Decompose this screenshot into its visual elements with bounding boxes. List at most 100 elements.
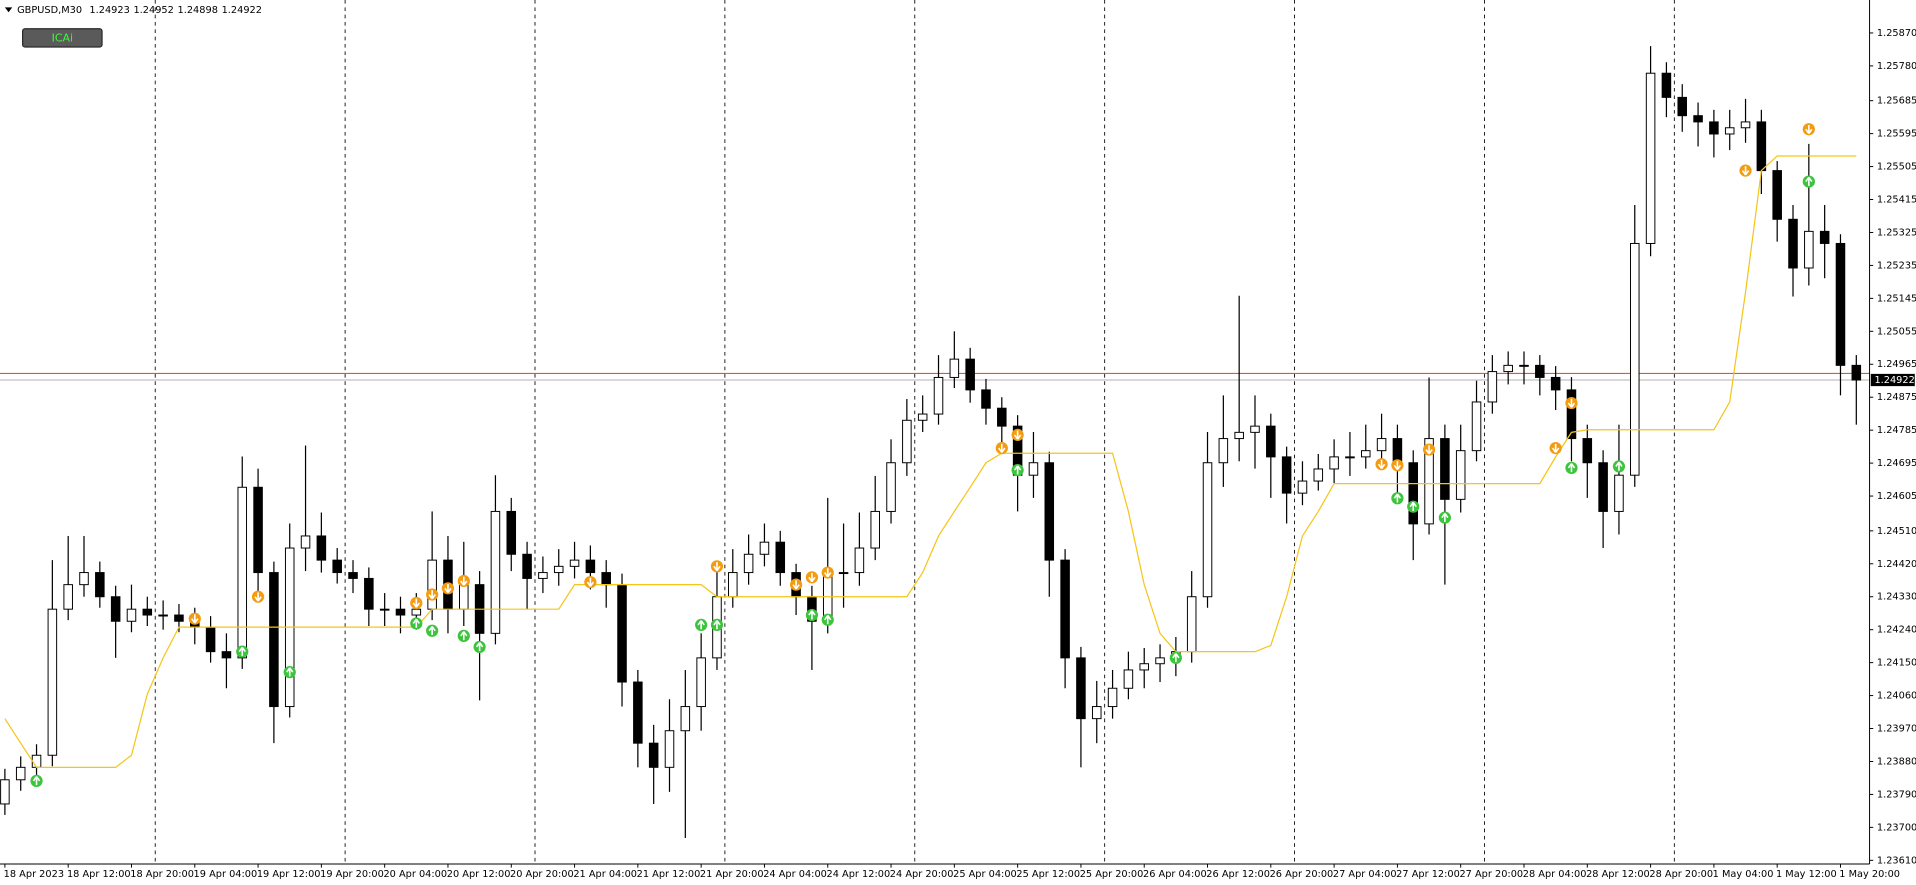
- signal-marker: [1802, 175, 1815, 188]
- icai-button[interactable]: ICAi: [21, 28, 103, 48]
- candle-body: [838, 572, 849, 575]
- candle-body: [1630, 242, 1640, 476]
- signal-arrow: [998, 443, 1006, 453]
- signal-marker: [410, 617, 423, 630]
- candle-body: [1139, 663, 1149, 671]
- candle-body: [1819, 230, 1830, 244]
- signal-arrow: [713, 620, 721, 630]
- signal-marker: [1011, 428, 1024, 442]
- candle-body: [1550, 376, 1561, 391]
- y-tick-label: 1.25235: [1877, 260, 1916, 271]
- signal-arrow: [713, 562, 721, 572]
- signal-marker: [1438, 511, 1451, 524]
- y-tick-label: 1.24150: [1877, 658, 1916, 669]
- signal-marker: [1422, 443, 1436, 456]
- candle-body: [1645, 72, 1656, 244]
- x-tick-label: 1 May 20:00: [1839, 869, 1900, 880]
- candle-body: [1614, 474, 1624, 512]
- signal-arrow: [238, 646, 246, 656]
- candle-body: [886, 462, 896, 512]
- signal-arrow: [460, 576, 468, 586]
- candle-body: [1519, 364, 1529, 367]
- y-tick-label: 1.23970: [1877, 724, 1916, 735]
- signal-arrow: [824, 568, 832, 578]
- x-tick-label: 27 Apr 04:00: [1333, 869, 1397, 880]
- signal-arrow: [286, 667, 294, 677]
- header-price: 1.24952: [133, 5, 173, 16]
- signal-arrow: [1172, 653, 1180, 663]
- candle-body: [348, 572, 358, 579]
- signal-arrow: [824, 615, 832, 625]
- candle-body: [221, 651, 232, 659]
- y-tick-label: 1.25595: [1877, 129, 1916, 140]
- y-tick-label: 1.25325: [1877, 227, 1916, 238]
- y-tick-label: 1.23790: [1877, 789, 1916, 800]
- candle-body: [142, 608, 153, 616]
- candle-body: [15, 766, 26, 781]
- signal-arrow: [460, 631, 468, 641]
- signal-marker: [805, 608, 819, 622]
- signal-arrow: [1409, 501, 1417, 511]
- candle-body: [158, 614, 168, 617]
- signal-marker: [1802, 123, 1815, 136]
- signal-marker: [695, 618, 708, 632]
- candle-body: [95, 572, 105, 598]
- candle-body: [1234, 431, 1244, 440]
- button-label[interactable]: ICAi: [52, 31, 73, 44]
- candle-body: [633, 681, 643, 744]
- candle-body: [1329, 456, 1339, 470]
- x-tick-label: 21 Apr 20:00: [700, 869, 764, 880]
- candle-body: [1582, 438, 1593, 464]
- candle-body: [411, 608, 422, 616]
- y-tick-label: 1.24420: [1877, 559, 1916, 570]
- x-tick-label: 28 Apr 20:00: [1649, 869, 1713, 880]
- candle-body: [300, 535, 311, 549]
- signal-marker: [457, 574, 470, 588]
- x-tick-label: 21 Apr 12:00: [637, 869, 701, 880]
- signal-arrow: [1805, 124, 1813, 134]
- signal-marker: [1169, 651, 1182, 664]
- signal-arrow: [1551, 443, 1560, 453]
- x-tick-label: 1 May 04:00: [1713, 869, 1774, 880]
- candle-body: [1250, 425, 1260, 433]
- candle-body: [1107, 687, 1118, 708]
- signal-arrow: [586, 577, 595, 587]
- candle-body: [1566, 389, 1577, 440]
- candle-body: [1297, 480, 1308, 494]
- candle-body: [1740, 121, 1751, 129]
- candle-body: [1851, 364, 1862, 381]
- candle-body: [1724, 127, 1735, 135]
- candle-body: [1376, 438, 1387, 452]
- signal-marker: [1549, 441, 1562, 455]
- candle-body: [490, 510, 501, 634]
- header-price: 1.24923: [89, 5, 129, 16]
- candle-body: [1693, 115, 1703, 123]
- y-tick-label: 1.23610: [1877, 855, 1916, 866]
- menu-triangle[interactable]: [4, 7, 13, 13]
- candle-body: [1028, 462, 1039, 476]
- signal-marker: [1391, 459, 1404, 472]
- signal-arrow: [428, 590, 436, 600]
- button-background[interactable]: [21, 28, 103, 48]
- candle-body: [395, 608, 406, 616]
- signal-marker: [1565, 461, 1578, 474]
- signal-marker: [283, 666, 296, 679]
- signal-arrow: [191, 614, 199, 624]
- x-tick-label: 25 Apr 20:00: [1080, 869, 1144, 880]
- candle-body: [1440, 438, 1450, 500]
- header-price: 1.24922: [222, 5, 262, 16]
- header-price: 1.24898: [178, 5, 218, 16]
- x-tick-label: 20 Apr 12:00: [447, 869, 511, 880]
- candle-body: [1788, 218, 1798, 269]
- candle-body: [47, 608, 58, 756]
- candle-body: [1392, 438, 1403, 464]
- signal-arrow: [1393, 493, 1402, 503]
- candle-body: [253, 486, 263, 574]
- signal-marker: [1739, 164, 1752, 177]
- plot-area: [0, 0, 1870, 864]
- signal-arrow: [808, 610, 816, 620]
- signal-arrow: [792, 580, 800, 590]
- y-tick-label: 1.25145: [1877, 293, 1916, 304]
- candle-body: [1535, 364, 1545, 378]
